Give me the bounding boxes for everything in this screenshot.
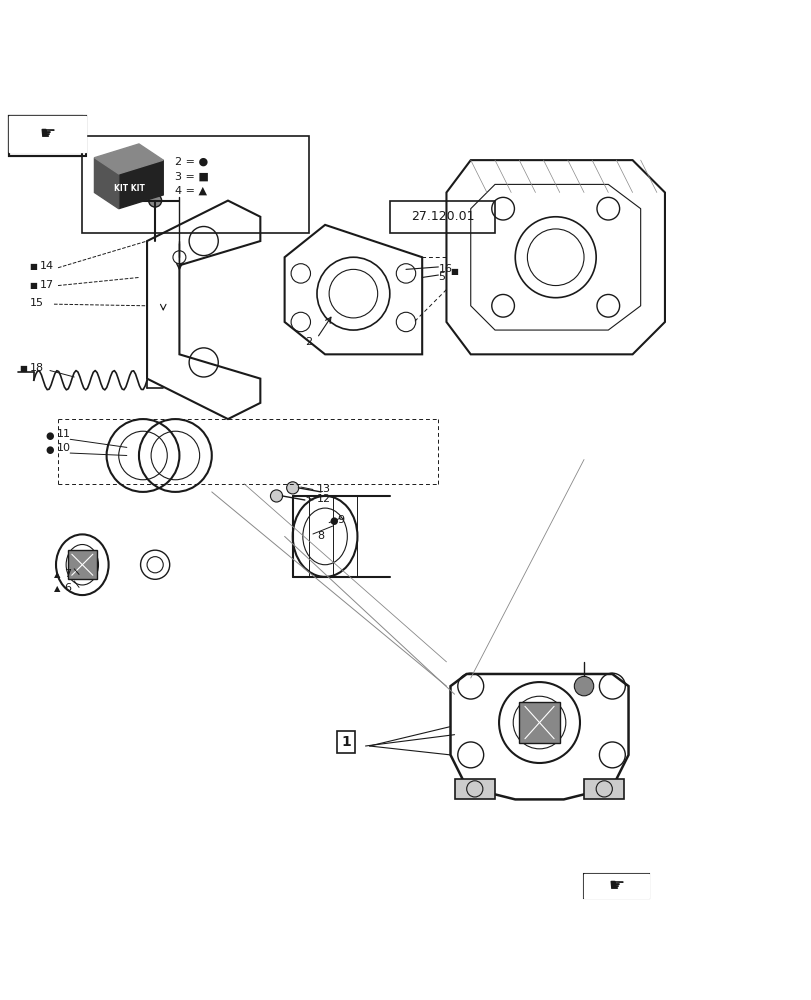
Text: 1: 1: [341, 735, 350, 749]
Text: 5: 5: [438, 272, 444, 282]
Text: 27.120.01: 27.120.01: [410, 210, 474, 223]
Text: ☛: ☛: [607, 877, 624, 895]
Polygon shape: [519, 702, 559, 743]
Text: ▲: ▲: [54, 584, 60, 593]
Text: ■: ■: [30, 281, 37, 290]
Text: ●: ●: [46, 431, 54, 441]
Polygon shape: [67, 550, 97, 579]
Text: 4 = ▲: 4 = ▲: [175, 186, 207, 196]
Polygon shape: [94, 158, 118, 209]
Text: ●: ●: [328, 516, 337, 526]
Text: 6: 6: [64, 583, 71, 593]
Ellipse shape: [270, 490, 282, 502]
Polygon shape: [118, 160, 163, 209]
Ellipse shape: [286, 482, 298, 494]
Text: 9: 9: [337, 515, 344, 525]
Text: 15: 15: [30, 298, 44, 308]
Text: 8: 8: [316, 531, 324, 541]
Text: 7: 7: [64, 569, 71, 579]
Text: KIT KIT: KIT KIT: [114, 184, 144, 193]
Bar: [389, 201, 495, 233]
Polygon shape: [583, 874, 648, 898]
Text: 18: 18: [30, 363, 44, 373]
Text: 3 = ■: 3 = ■: [175, 171, 209, 181]
Text: 11: 11: [56, 429, 71, 439]
Polygon shape: [94, 144, 163, 174]
Text: 10: 10: [56, 443, 71, 453]
Polygon shape: [583, 779, 624, 799]
Circle shape: [573, 676, 593, 696]
Polygon shape: [10, 116, 86, 152]
Text: ■: ■: [19, 364, 27, 373]
Text: 16: 16: [438, 264, 452, 274]
Text: ■: ■: [30, 262, 37, 271]
Text: 2 = ●: 2 = ●: [175, 157, 208, 167]
Text: ☛: ☛: [40, 125, 55, 143]
Text: 17: 17: [41, 280, 54, 290]
Text: 12: 12: [316, 494, 331, 504]
Ellipse shape: [148, 194, 161, 207]
Text: ●: ●: [46, 445, 54, 455]
Text: ▶: ▶: [41, 129, 51, 143]
Text: 13: 13: [316, 484, 331, 494]
Text: 14: 14: [41, 261, 54, 271]
Polygon shape: [18, 120, 74, 152]
Text: ■: ■: [450, 267, 458, 276]
Bar: [82, 136, 308, 233]
Polygon shape: [454, 779, 495, 799]
Text: ▲: ▲: [54, 570, 60, 579]
Text: 2: 2: [305, 337, 312, 347]
